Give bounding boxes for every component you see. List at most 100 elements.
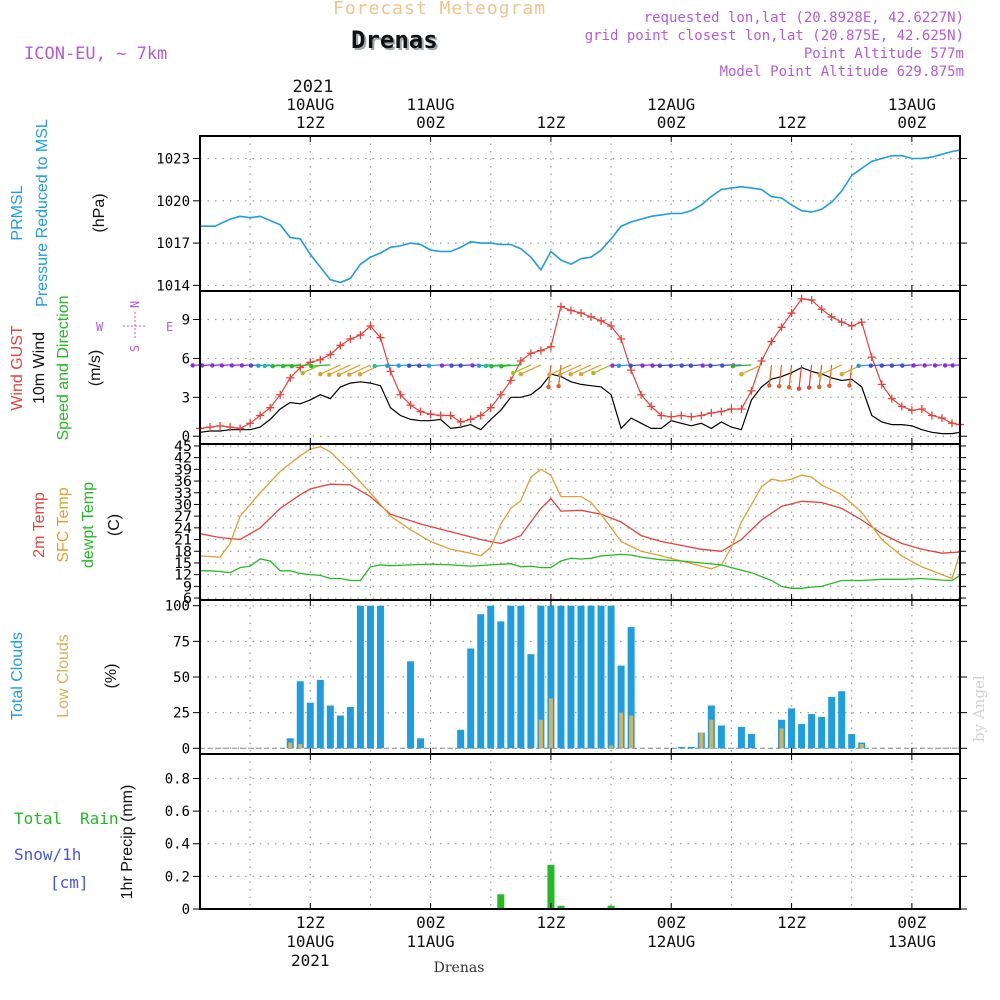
compass-icon [123, 312, 147, 340]
total-cloud-bar [316, 679, 324, 749]
wind-arrow-head [942, 363, 948, 368]
precip-title-snow: Snow/1h [14, 845, 81, 864]
gust-marker [556, 302, 565, 311]
total-cloud-bar [818, 716, 826, 749]
bottom-hour-label: 12Z [777, 913, 806, 932]
wind-arrow-head [200, 363, 205, 368]
wind-direction-arrow [512, 364, 532, 374]
gust-marker [707, 408, 716, 417]
y-tick-label: 0 [182, 902, 190, 918]
wind-arrow-head [357, 372, 363, 377]
precip-title-rain: Rain [80, 809, 119, 828]
gust-marker [286, 373, 295, 382]
low-cloud-bar [709, 719, 714, 749]
gust-marker [376, 333, 385, 342]
y-tick-label: 0.2 [165, 869, 190, 885]
bottom-hour-label: 00Z [897, 913, 926, 932]
gust-marker [226, 423, 235, 432]
gust-marker [807, 296, 816, 305]
gust-marker [236, 424, 245, 433]
y-tick-label: 21 [174, 533, 192, 549]
wind-direction-arrow [291, 364, 311, 367]
gust-marker [597, 316, 606, 325]
gust-marker [356, 331, 365, 340]
data-marks [190, 149, 964, 910]
wind-arrow-head [640, 363, 645, 368]
gust-line [199, 298, 961, 430]
total-cloud-bar [527, 654, 535, 749]
credit-watermark: by Angel [970, 675, 988, 742]
top-hour-label: 00Z [416, 113, 445, 132]
y-tick-label: 12 [174, 568, 192, 584]
wind-arrow-head [336, 372, 342, 378]
wind-arrow-head [511, 370, 516, 376]
total-cloud-bar [517, 605, 525, 749]
pressure-title-2: Pressure Reduced to MSL [34, 119, 51, 307]
wind-direction-arrow [798, 364, 803, 389]
wind-arrow-head [578, 371, 584, 377]
wind-arrow-head [839, 371, 844, 377]
wind-arrow-head [786, 385, 792, 390]
top-hour-label: 00Z [897, 113, 926, 132]
bottom-date-label: 13AUG [888, 932, 936, 951]
gust-marker [276, 390, 285, 399]
gust-marker [897, 402, 906, 411]
gust-marker [787, 309, 796, 318]
low-cloud-bar [699, 732, 704, 749]
pressure-title-1: PRMSL [9, 185, 26, 240]
rain-bar [547, 864, 555, 909]
wind-title-10m: 10m Wind [31, 332, 48, 404]
gust-marker [887, 394, 896, 403]
wind-arrow-head [616, 363, 622, 368]
gust-marker [717, 407, 726, 416]
wind-arrow-head [817, 372, 822, 378]
gust-marker [837, 318, 846, 327]
gust-marker [536, 346, 545, 355]
gust-marker [587, 312, 596, 321]
total-cloud-bar [296, 681, 304, 749]
gust-marker [647, 402, 656, 411]
total-cloud-bar [677, 746, 685, 749]
y-tick-label: 0.6 [165, 804, 190, 820]
gust-marker [917, 404, 926, 413]
wind-arrow-head [827, 383, 832, 389]
bottom-date-label: 12AUG [647, 932, 695, 951]
y-tick-label: 0.4 [165, 837, 190, 853]
bottom-hour-label: 12Z [536, 913, 565, 932]
y-tick-label: 39 [174, 462, 192, 478]
wind-arrow-head [900, 363, 905, 368]
bottom-hour-label: 00Z [657, 913, 686, 932]
wind-arrow-head [270, 363, 275, 369]
y-tick-label: 100 [165, 599, 190, 615]
wind-arrow-head [239, 363, 245, 368]
gust-marker [526, 349, 535, 358]
wind-arrow-head [439, 363, 445, 368]
wind-arrow-head [327, 372, 332, 377]
wind-direction-arrow [349, 364, 371, 376]
wind-arrow-head [262, 363, 268, 369]
bottom-date-label: 10AUG [286, 932, 334, 951]
wind-direction-arrow [741, 364, 762, 375]
wind-arrow-head [190, 363, 195, 368]
y-tick-label: 0 [182, 429, 190, 445]
gust-marker [466, 415, 475, 424]
total-cloud-bar [617, 665, 625, 749]
gust-marker [767, 337, 776, 346]
wind-direction-arrow [520, 364, 542, 375]
gust-marker [777, 323, 786, 332]
rain-bar [557, 905, 565, 909]
grid-point-coords: grid point closest lon,lat (20.875E, 42.… [584, 28, 964, 44]
bottom-hour-label: 12Z [296, 913, 325, 932]
low-cloud-bar [548, 698, 553, 749]
wind-direction-arrow [570, 364, 592, 375]
gust-marker [476, 411, 485, 420]
gust-marker [296, 363, 305, 372]
total-cloud-bar [507, 605, 515, 749]
wind-arrow-head [396, 363, 401, 368]
wind-arrow-head [777, 383, 782, 389]
top-hour-label: 00Z [657, 113, 686, 132]
temp-unit: (C) [106, 514, 123, 536]
wind-arrow-head [568, 372, 573, 377]
wind-title-gust: Wind GUST [9, 325, 26, 411]
wind-arrow-head [610, 363, 615, 368]
